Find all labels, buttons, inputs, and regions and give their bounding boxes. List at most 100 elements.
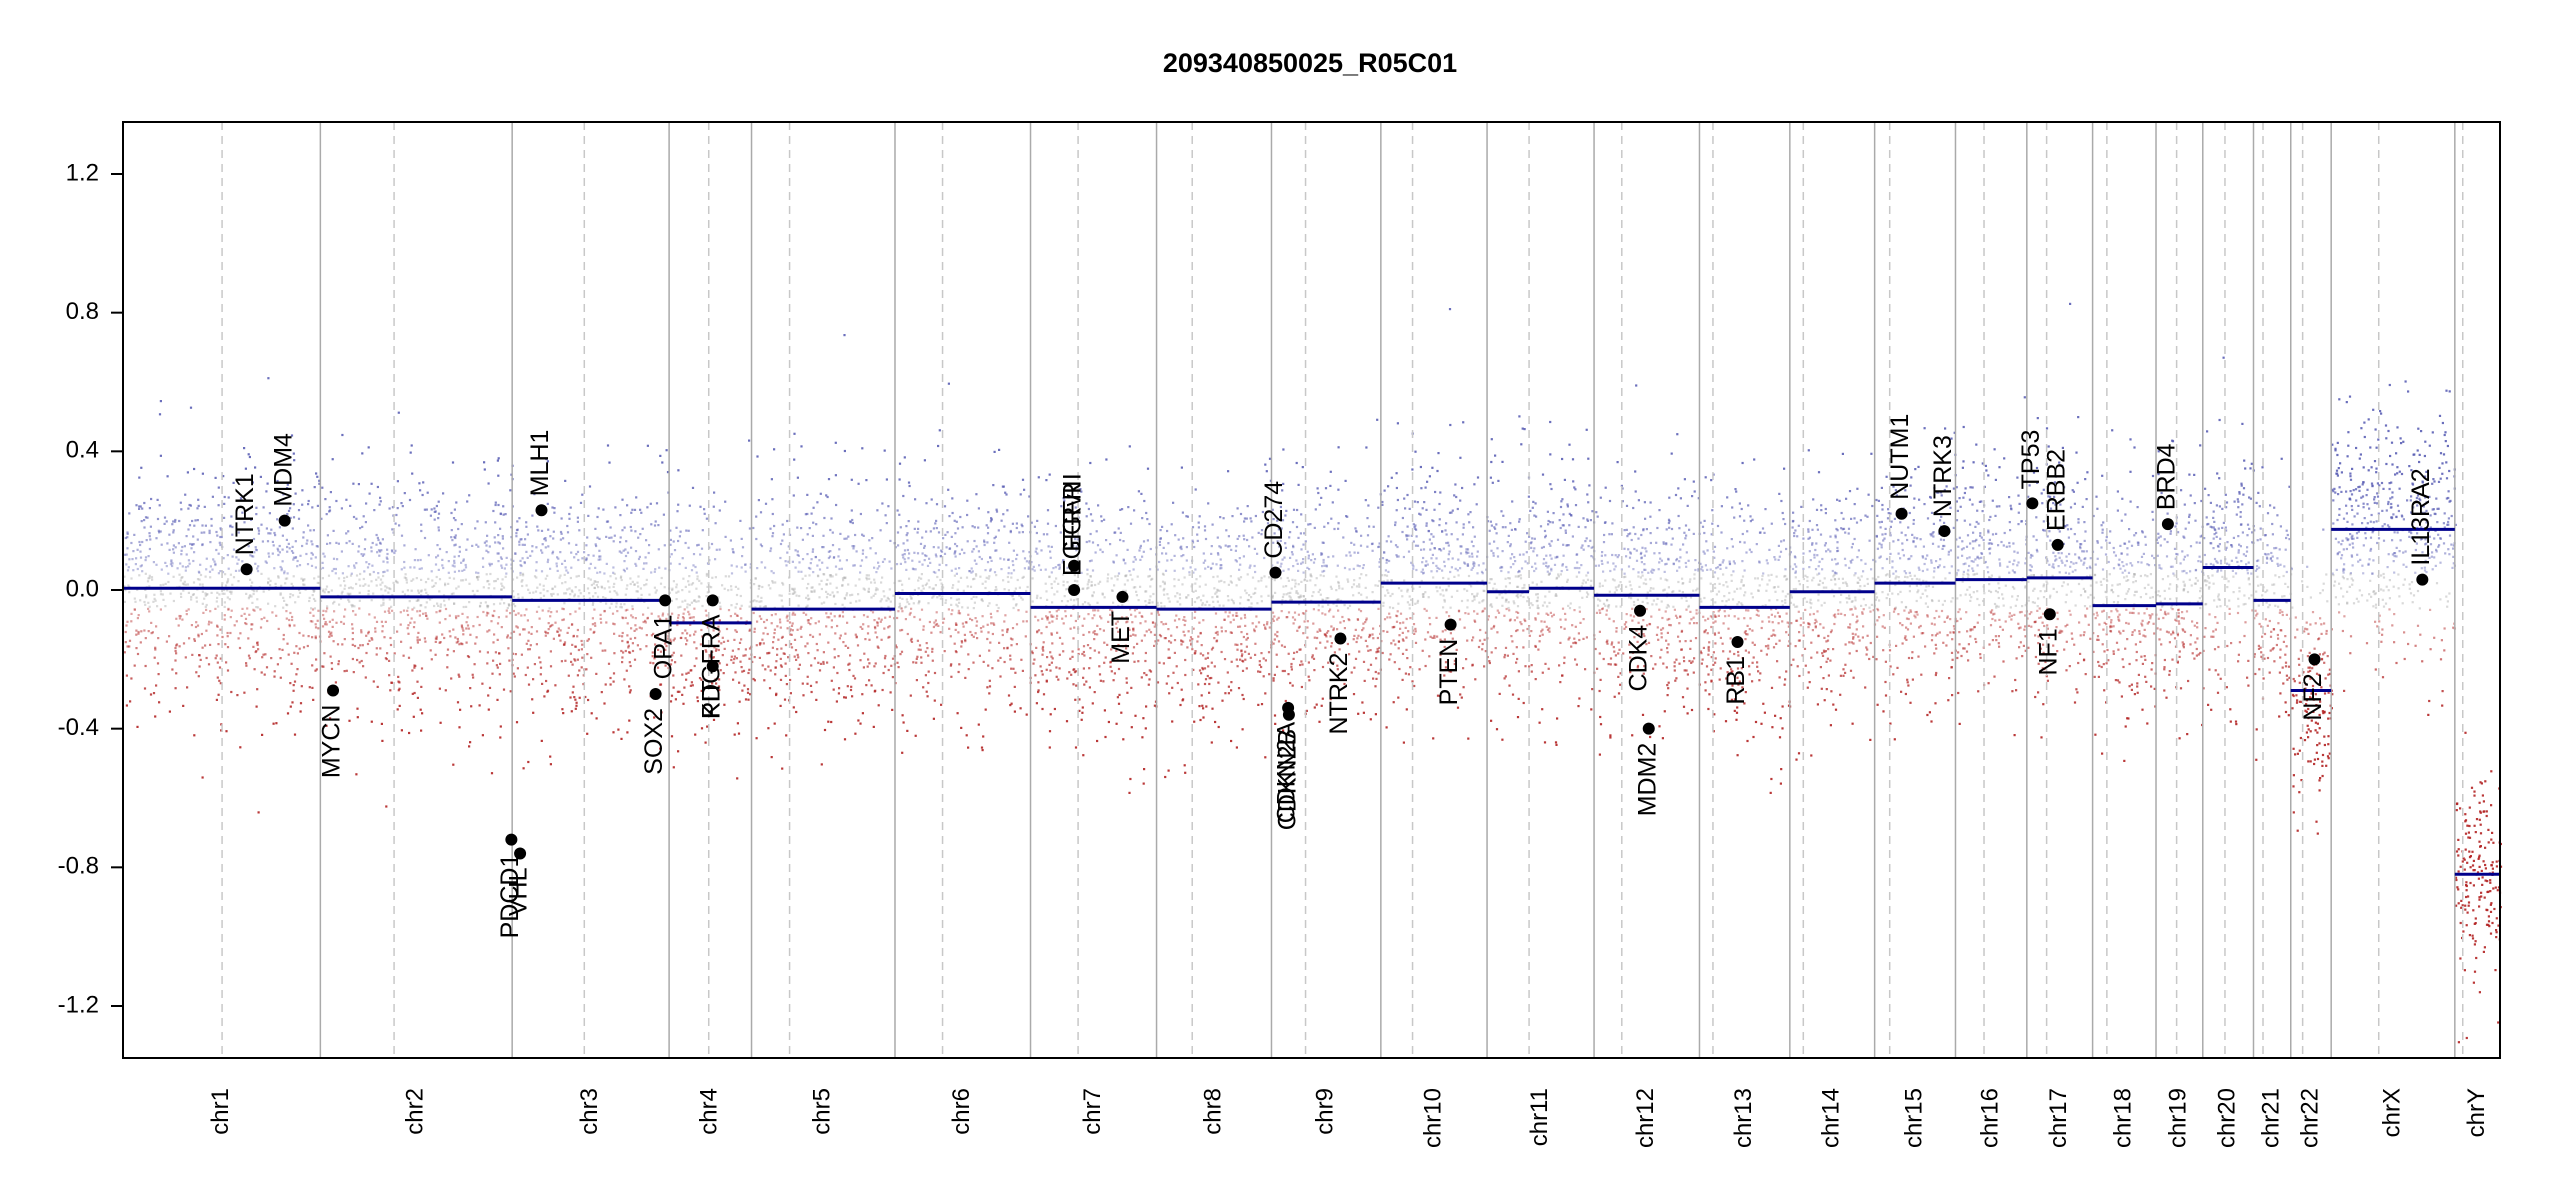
probe-point [150,576,154,579]
probe-point [801,538,804,541]
probe-point [833,656,836,659]
probe-point [954,542,957,546]
probe-point [845,537,848,540]
probe-point [807,619,810,622]
probe-point [1333,527,1336,531]
probe-point [1044,568,1047,571]
probe-point [187,591,190,594]
probe-point [454,534,457,537]
probe-point [1181,583,1184,586]
probe-point [1000,519,1003,522]
probe-point [1289,591,1292,594]
probe-point [157,637,160,640]
probe-point [755,600,758,603]
probe-point [343,576,346,580]
probe-point [956,527,960,530]
probe-point [178,645,181,648]
probe-point [360,631,363,634]
probe-point [1049,669,1052,672]
probe-point [923,459,926,462]
probe-point [1260,665,1263,669]
probe-point [267,602,270,605]
probe-point [975,624,978,627]
probe-point [376,685,379,688]
probe-point [505,609,508,612]
probe-point [1072,637,1075,640]
probe-point [150,621,153,624]
probe-point [812,571,815,574]
probe-point [1011,627,1015,630]
probe-point [921,563,924,566]
probe-point [660,711,663,714]
probe-point [490,562,493,566]
probe-point [797,554,800,557]
probe-point [415,599,418,602]
probe-point [332,557,336,560]
probe-point [548,607,551,610]
probe-point [615,602,618,605]
probe-point [1144,600,1147,603]
probe-point [347,586,351,590]
probe-point [486,630,489,633]
probe-point [938,429,941,432]
probe-point [193,639,196,642]
probe-point [301,544,304,548]
probe-point [587,554,590,557]
probe-point [1324,646,1327,649]
probe-point [1151,601,1154,604]
probe-point [1219,516,1222,519]
probe-point [1152,621,1155,624]
probe-point [1028,551,1031,554]
probe-point [833,648,836,651]
probe-point [1010,702,1013,705]
probe-point [827,550,830,553]
probe-point [330,667,334,670]
probe-point [158,531,161,534]
probe-point [957,598,961,601]
probe-point [1100,520,1103,523]
probe-point [1281,558,1284,561]
probe-point [1354,628,1357,631]
probe-point [126,645,129,648]
probe-point [755,515,758,518]
probe-point [292,575,295,578]
probe-point [1004,491,1007,494]
probe-point [331,625,334,628]
probe-point [570,623,574,626]
probe-point [370,550,373,553]
probe-point [730,588,733,591]
probe-point [741,689,744,692]
probe-point [1154,640,1157,643]
probe-point [177,624,180,627]
probe-point [581,643,584,646]
probe-point [1124,589,1127,592]
probe-point [411,608,414,611]
probe-point [1259,670,1262,673]
probe-point [515,532,518,535]
probe-point [328,509,332,512]
probe-point [209,565,212,568]
probe-point [1030,561,1033,564]
probe-point [415,577,418,580]
probe-point [1196,640,1199,643]
probe-point [932,527,935,530]
probe-point [855,600,858,603]
probe-point [1066,587,1069,590]
probe-point [389,643,393,647]
probe-point [302,579,305,582]
probe-point [1112,679,1115,682]
probe-point [400,640,403,643]
probe-point [625,540,628,543]
probe-point [239,746,242,749]
probe-point [1260,652,1263,655]
probe-point [1110,648,1113,651]
probe-point [466,500,469,503]
probe-point [502,505,505,508]
probe-point [533,575,537,578]
probe-point [714,649,718,652]
probe-point [1295,590,1298,593]
probe-point [398,524,401,527]
probe-point [586,653,589,656]
probe-point [429,514,432,517]
probe-point [526,619,529,622]
